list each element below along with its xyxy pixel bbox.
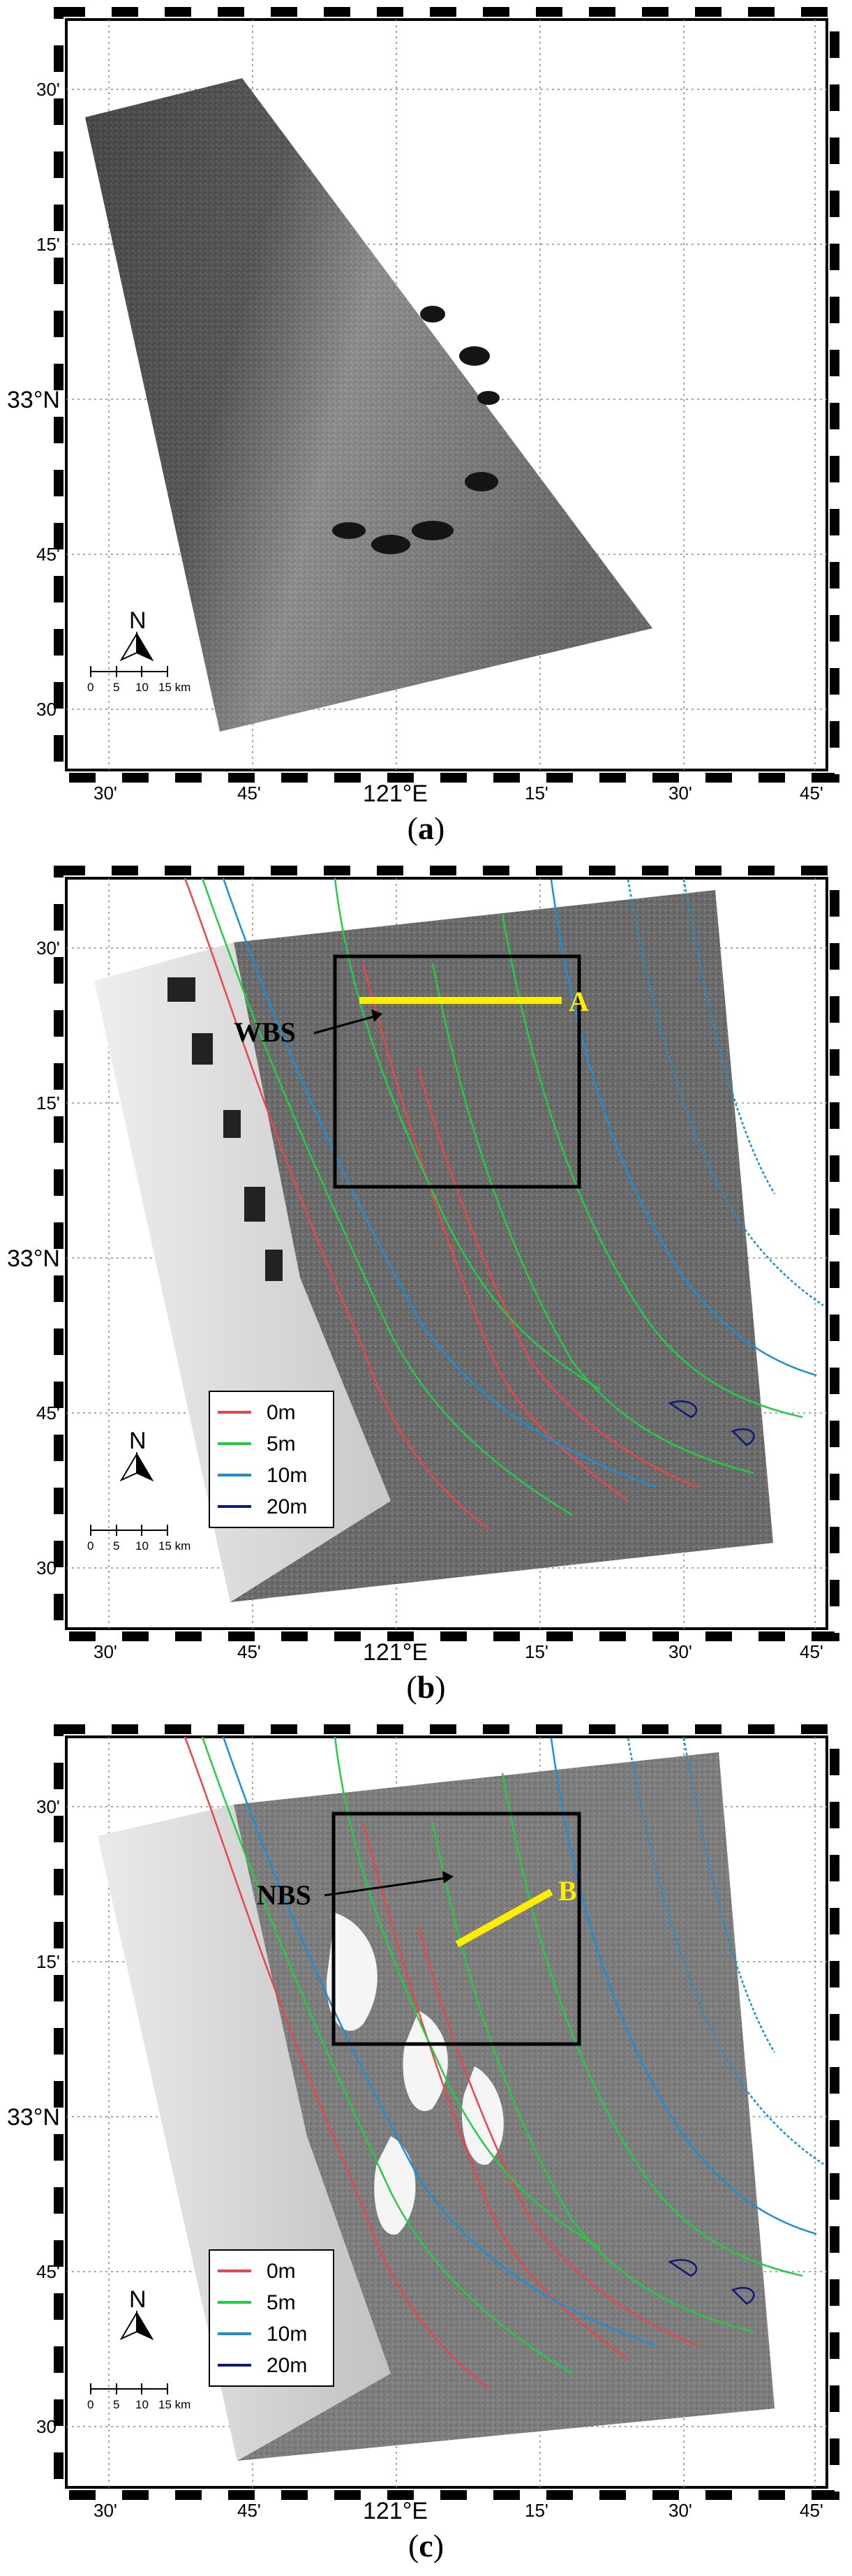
legend: 0m 5m 10m 20m [209, 2249, 334, 2387]
svg-text:15 km: 15 km [158, 681, 190, 694]
lon-tick-1: 30' [94, 783, 117, 804]
lat-tick-1: 30' [36, 79, 60, 100]
shoal-features [332, 306, 500, 554]
svg-text:10: 10 [135, 1539, 149, 1553]
lat-tick-1: 30' [36, 1796, 60, 1817]
scale-bar: 0 5 10 15 km [87, 1525, 190, 1553]
lon-tick-2: 45' [237, 2500, 261, 2521]
lon-tick-1: 30' [94, 2500, 117, 2521]
transect-line [455, 1888, 553, 1948]
caption-b: (b) [406, 1669, 446, 1705]
lat-tick-3: 33°N [7, 387, 60, 413]
annotation-arrow [313, 1014, 378, 1035]
svg-text:10: 10 [135, 2398, 149, 2411]
lon-tick-3: 121°E [363, 2498, 428, 2524]
svg-text:N: N [129, 1428, 147, 1454]
coastal-ponds [167, 977, 283, 1281]
svg-text:5: 5 [113, 1539, 119, 1553]
scale-bar: 0 5 10 15 km [87, 666, 190, 694]
study-box [331, 1812, 581, 2046]
lon-tick-4: 15' [525, 783, 548, 804]
lat-tick-2: 15' [36, 1093, 60, 1113]
legend: 0m 5m 10m 20m [209, 1391, 334, 1528]
map-c: B NBS 0m 5m 10m 20m 30' 15' 33°N 45' 30'… [7, 1724, 839, 2524]
lon-tick-2: 45' [237, 1641, 261, 1662]
annotation-label: NBS [257, 1879, 311, 1911]
lat-tick-5: 30' [36, 699, 60, 720]
caption-c: (c) [408, 2528, 444, 2563]
lon-tick-6: 45' [800, 1641, 823, 1662]
north-arrow: N [119, 2286, 154, 2341]
lon-tick-2: 45' [237, 783, 261, 804]
legend-label-1: 5m [267, 1433, 296, 1456]
lat-tick-5: 30' [36, 1557, 60, 1578]
lat-tick-3: 33°N [7, 2104, 60, 2131]
svg-text:15 km: 15 km [158, 1539, 190, 1553]
lon-tick-6: 45' [800, 2500, 823, 2521]
legend-label-3: 20m [267, 1495, 307, 1518]
lat-tick-4: 45' [36, 544, 60, 565]
lon-tick-3: 121°E [363, 1639, 428, 1666]
legend-label-3: 20m [267, 2354, 307, 2377]
svg-text:5: 5 [113, 681, 119, 694]
depth-contours [184, 1736, 824, 2388]
study-box [333, 954, 581, 1189]
svg-text:5: 5 [113, 2398, 119, 2411]
lon-tick-3: 121°E [363, 780, 428, 807]
map-b: A WBS 0m 5m 10m 20m 30' 15' 33°N 45' 30'… [7, 866, 839, 1666]
legend-label-1: 5m [267, 2291, 296, 2314]
lat-tick-1: 30' [36, 938, 60, 958]
north-arrow: N [119, 607, 154, 662]
transect-label: A [569, 986, 589, 1017]
lat-tick-2: 15' [36, 234, 60, 255]
lon-tick-5: 30' [668, 783, 692, 804]
annotation-label: WBS [234, 1016, 296, 1048]
legend-label-0: 0m [267, 1401, 296, 1424]
legend-label-0: 0m [267, 2260, 296, 2283]
transect-label: B [558, 1875, 577, 1907]
caption-a: (a) [407, 810, 445, 846]
lon-tick-4: 15' [525, 2500, 548, 2521]
lat-tick-4: 45' [36, 1402, 60, 1423]
lon-tick-5: 30' [668, 2500, 692, 2521]
lat-tick-4: 45' [36, 2261, 60, 2282]
depth-contours [184, 878, 824, 1530]
lon-tick-6: 45' [800, 783, 823, 804]
lon-tick-4: 15' [525, 1641, 548, 1662]
svg-text:N: N [129, 607, 147, 634]
svg-text:0: 0 [87, 2398, 94, 2411]
svg-text:0: 0 [87, 681, 94, 694]
lon-tick-5: 30' [668, 1641, 692, 1662]
annotation-arrow [324, 1877, 447, 1897]
lat-tick-2: 15' [36, 1951, 60, 1972]
map-a: 30' 15' 33°N 45' 30' 30' 45' 121°E 15' 3… [7, 7, 839, 807]
panel-c: B NBS 0m 5m 10m 20m 30' 15' 33°N 45' 30'… [0, 1717, 852, 2576]
panel-a: 30' 15' 33°N 45' 30' 30' 45' 121°E 15' 3… [0, 0, 852, 859]
north-arrow: N [119, 1428, 154, 1482]
svg-text:N: N [129, 2286, 147, 2313]
svg-text:10: 10 [135, 681, 149, 694]
panel-b: A WBS 0m 5m 10m 20m 30' 15' 33°N 45' 30'… [0, 859, 852, 1717]
lat-tick-3: 33°N [7, 1245, 60, 1272]
lat-tick-5: 30' [36, 2416, 60, 2437]
legend-label-2: 10m [267, 1464, 307, 1487]
scale-bar: 0 5 10 15 km [87, 2383, 190, 2411]
legend-label-2: 10m [267, 2323, 307, 2346]
lon-tick-1: 30' [94, 1641, 117, 1662]
svg-text:0: 0 [87, 1539, 94, 1553]
svg-text:15 km: 15 km [158, 2398, 190, 2411]
